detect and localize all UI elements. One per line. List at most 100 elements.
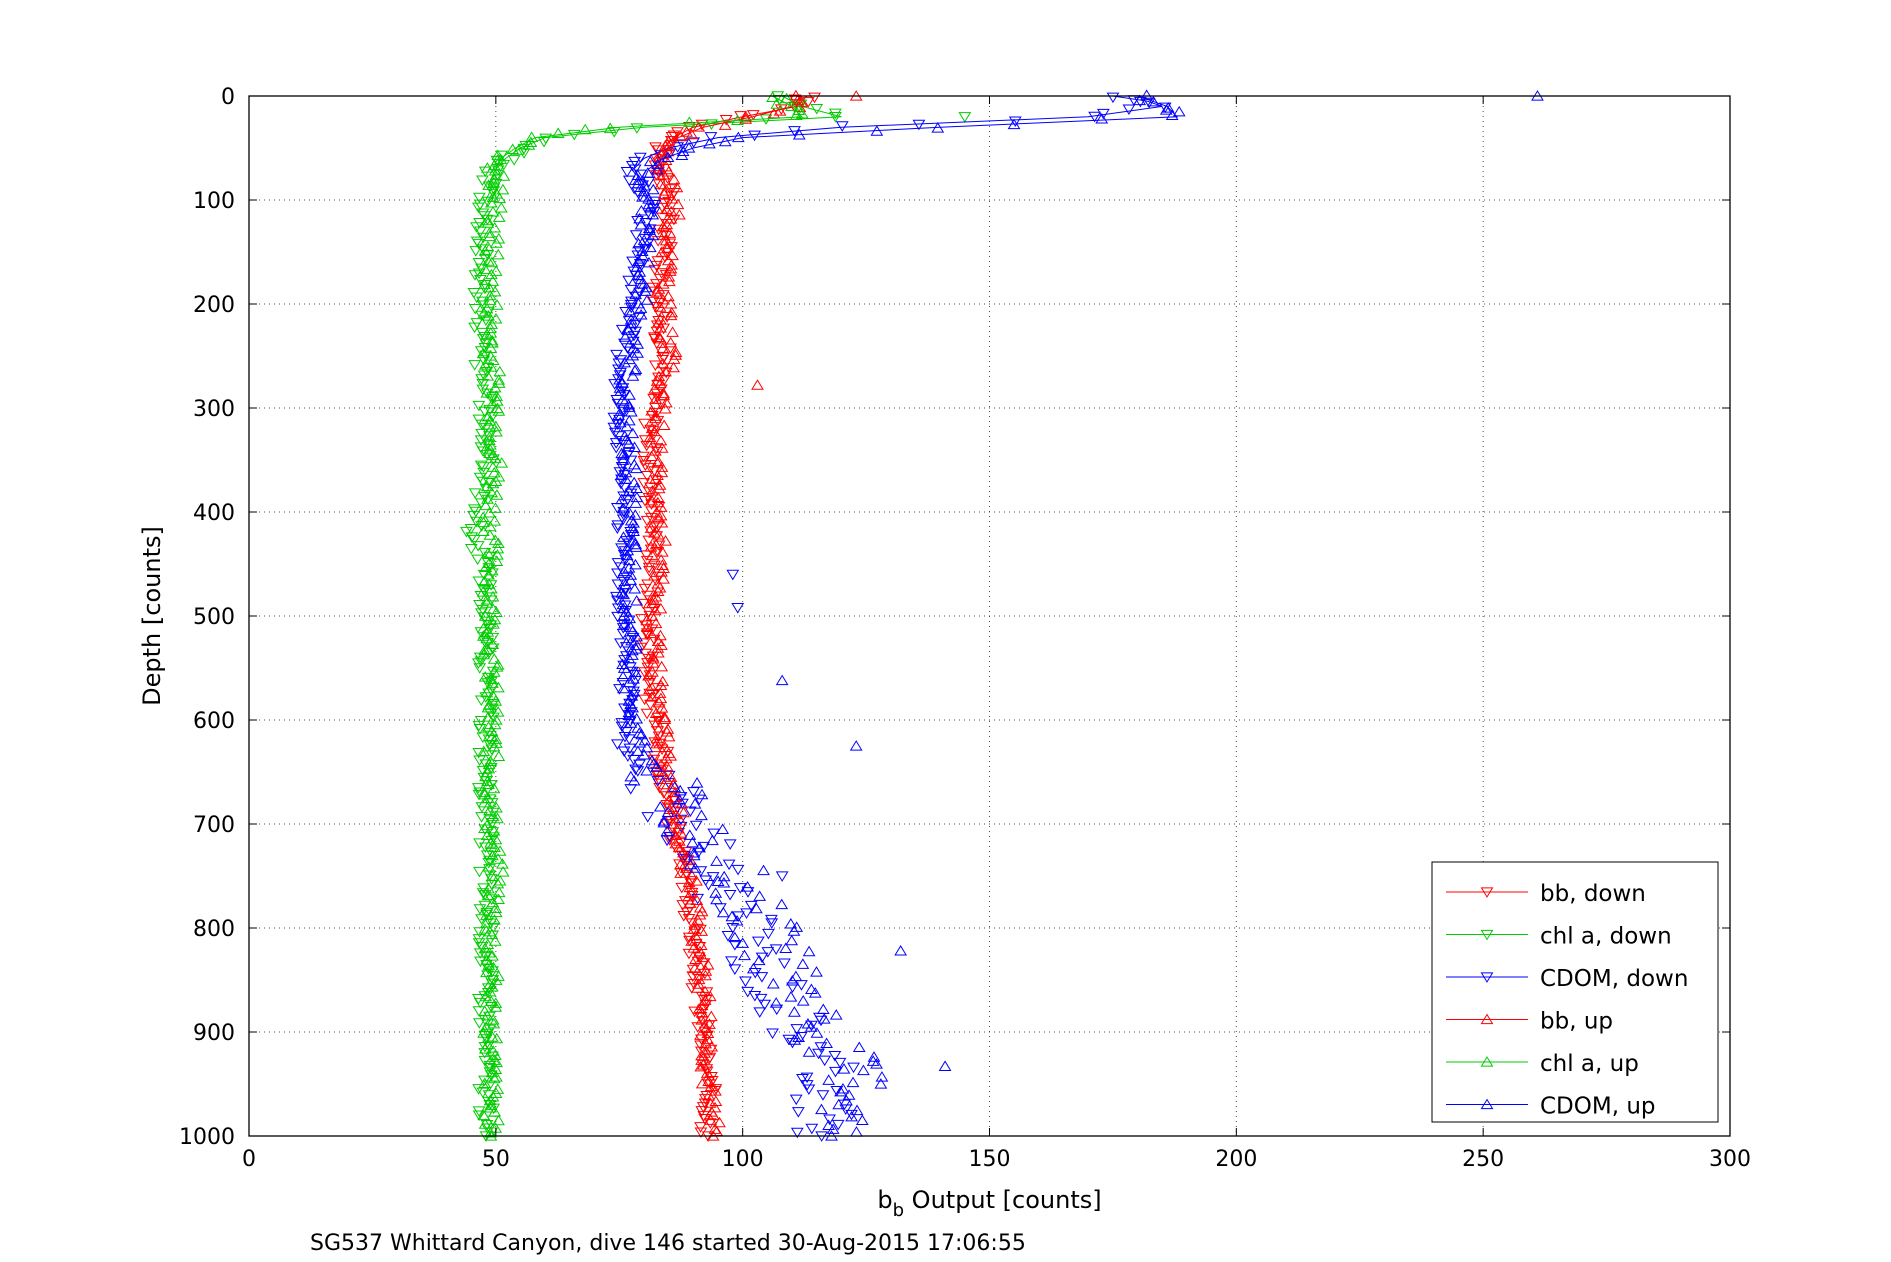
data-marker: [649, 590, 663, 602]
data-marker: [815, 1103, 828, 1115]
data-marker: [638, 583, 652, 595]
data-marker: [624, 405, 638, 417]
data-marker: [622, 398, 635, 410]
data-marker: [490, 801, 503, 813]
series-line: [495, 95, 804, 200]
data-marker: [655, 660, 669, 672]
data-marker: [493, 845, 507, 856]
data-marker: [651, 457, 664, 468]
data-marker: [787, 1006, 801, 1017]
data-marker: [479, 909, 493, 921]
data-marker: [728, 940, 742, 951]
data-marker: [477, 622, 490, 634]
data-marker: [622, 175, 636, 187]
data-marker: [704, 1044, 718, 1056]
data-marker: [769, 997, 783, 1008]
data-marker: [696, 1059, 710, 1070]
data-marker: [770, 98, 784, 109]
data-marker: [661, 806, 675, 817]
data-marker: [646, 651, 660, 662]
data-marker: [481, 547, 495, 558]
data-marker: [630, 482, 643, 493]
data-marker: [480, 819, 494, 831]
data-marker: [643, 241, 657, 253]
data-marker: [642, 535, 656, 547]
data-marker: [482, 255, 495, 266]
data-marker: [617, 531, 630, 542]
data-marker: [487, 159, 501, 171]
data-marker: [481, 889, 495, 901]
data-marker: [840, 1094, 853, 1106]
data-marker: [616, 393, 630, 405]
data-marker: [537, 136, 551, 148]
data-marker: [722, 859, 736, 871]
data-marker: [492, 886, 506, 898]
data-marker: [476, 296, 489, 308]
data-marker: [650, 375, 664, 386]
data-marker: [482, 959, 496, 970]
data-marker: [651, 236, 665, 247]
data-marker: [683, 858, 697, 870]
data-marker: [641, 167, 655, 178]
data-marker: [667, 173, 681, 185]
data-marker: [658, 711, 672, 723]
data-marker: [476, 1087, 490, 1099]
data-marker: [651, 306, 665, 318]
data-marker: [629, 541, 643, 552]
data-marker: [823, 1114, 836, 1126]
data-marker: [619, 578, 633, 590]
data-marker: [695, 1014, 709, 1025]
data-marker: [647, 425, 661, 437]
data-marker: [664, 343, 677, 355]
data-marker: [652, 520, 665, 532]
y-tick-label: 600: [193, 709, 235, 734]
data-marker: [630, 491, 644, 503]
data-marker: [658, 185, 672, 196]
data-marker: [494, 153, 508, 164]
data-marker: [644, 541, 658, 552]
data-marker: [775, 898, 789, 910]
data-marker: [624, 299, 638, 311]
data-marker: [464, 523, 478, 535]
data-marker: [788, 126, 801, 137]
data-marker: [770, 1004, 784, 1016]
data-marker: [648, 264, 662, 276]
data-marker: [655, 268, 668, 279]
x-tick-label: 150: [969, 1147, 1011, 1172]
data-marker: [650, 761, 664, 772]
data-marker: [703, 1097, 717, 1108]
data-marker: [666, 326, 679, 337]
data-marker: [645, 691, 659, 702]
data-marker: [475, 428, 489, 440]
data-marker: [476, 586, 490, 597]
data-marker: [1122, 104, 1136, 116]
data-marker: [482, 778, 495, 789]
data-marker: [710, 893, 723, 905]
data-marker: [1133, 94, 1147, 106]
data-marker: [789, 970, 803, 982]
data-marker: [687, 849, 701, 861]
data-marker: [744, 900, 758, 912]
data-marker: [644, 462, 657, 474]
data-marker: [640, 294, 654, 305]
data-marker: [483, 289, 497, 301]
data-marker: [492, 1114, 505, 1126]
data-marker: [626, 427, 640, 439]
y-axis-label: Depth [counts]: [138, 526, 166, 706]
data-marker: [662, 238, 675, 249]
data-marker: [788, 1034, 802, 1045]
data-marker: [492, 537, 505, 549]
data-marker: [472, 1110, 486, 1122]
data-marker: [645, 549, 659, 560]
x-tick-label: 250: [1462, 1147, 1504, 1172]
data-marker: [638, 285, 652, 296]
data-marker: [837, 1063, 851, 1074]
y-tick-label: 900: [193, 1021, 235, 1046]
data-marker: [480, 966, 493, 978]
data-marker: [617, 502, 631, 514]
data-marker: [822, 1119, 835, 1131]
data-marker: [480, 593, 494, 605]
data-marker: [627, 673, 640, 684]
data-marker: [478, 671, 492, 682]
data-marker: [640, 614, 654, 626]
